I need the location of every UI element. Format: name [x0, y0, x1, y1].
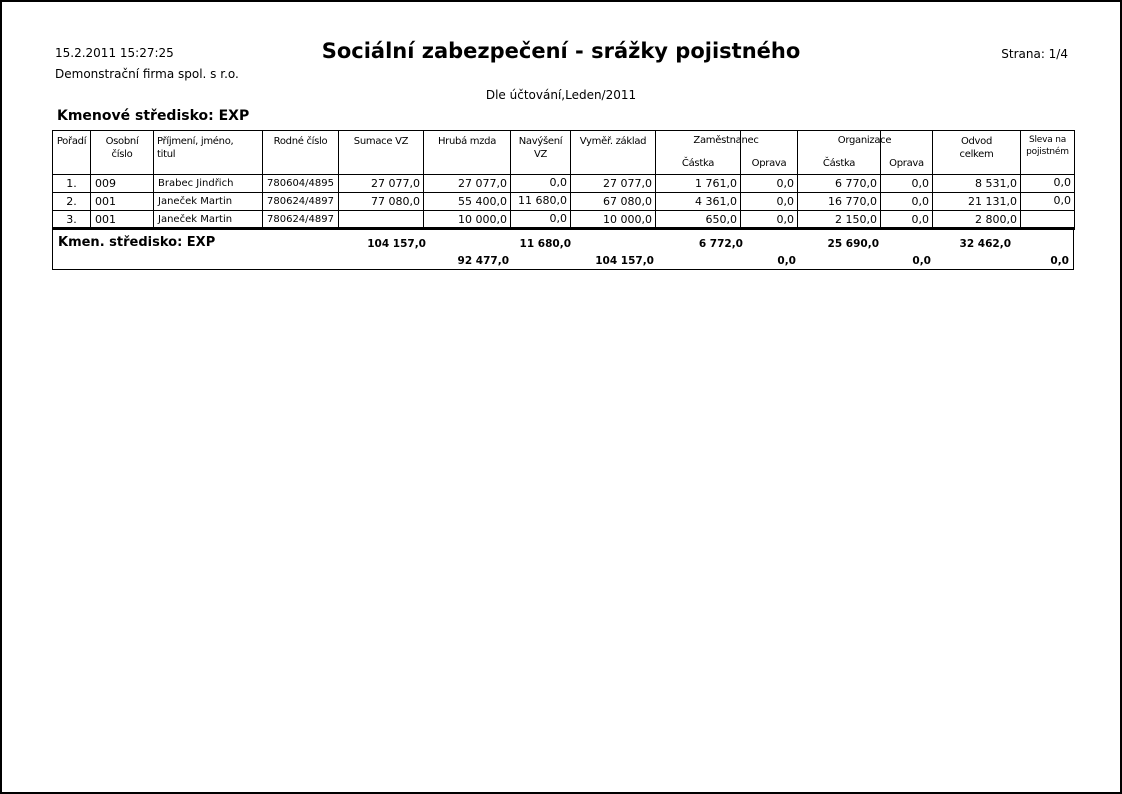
cell-org-oprava: 0,0 [880, 192, 933, 211]
section-heading: Kmenové středisko: EXP [57, 108, 250, 124]
cell-org-castka: 16 770,0 [797, 192, 881, 211]
summary-zam-oprava: 0,0 [777, 255, 796, 267]
cell-jmeno: Janeček Martin [153, 192, 263, 211]
report-table: Zaměstnanec Organizace Pořadí Osobní čís… [52, 130, 1075, 270]
header-row: Pořadí Osobní číslo Příjmení, jméno, tit… [52, 130, 1075, 175]
company-name: Demonstrační firma spol. s r.o. [55, 67, 239, 81]
col-header-sumace-vz: Sumace VZ [338, 130, 424, 175]
group-header-organizace: Organizace [837, 135, 892, 146]
summary-navyseni-vz: 11 680,0 [519, 238, 571, 250]
summary-sumace-vz: 104 157,0 [367, 238, 426, 250]
cell-hruba-mzda: 27 077,0 [423, 174, 511, 193]
cell-osobni-cislo: 001 [90, 210, 154, 230]
col-header-odvod-celkem: Odvod celkem [932, 130, 1021, 175]
cell-odvod-celkem: 21 131,0 [932, 192, 1021, 211]
cell-rodne-cislo: 780624/4897 [262, 192, 339, 211]
cell-zam-oprava: 0,0 [740, 210, 798, 230]
cell-sumace-vz [338, 210, 424, 230]
col-header-osobni-cislo: Osobní číslo [90, 130, 154, 175]
cell-zam-oprava: 0,0 [740, 192, 798, 211]
accounting-period: Dle účtování,Leden/2011 [485, 88, 637, 102]
cell-sumace-vz: 27 077,0 [338, 174, 424, 193]
summary-org-oprava: 0,0 [912, 255, 931, 267]
table-row: 3. 001 Janeček Martin 780624/4897 10 000… [52, 210, 1075, 230]
summary-org-castka: 25 690,0 [827, 238, 879, 250]
cell-vymer-zaklad: 27 077,0 [570, 174, 656, 193]
summary-label: Kmen. středisko: EXP [58, 235, 216, 250]
cell-navyseni-vz: 11 680,0 [510, 192, 571, 211]
summary-zam-castka: 6 772,0 [698, 238, 743, 250]
cell-vymer-zaklad: 10 000,0 [570, 210, 656, 230]
page-number: Strana: 1/4 [1001, 47, 1068, 61]
summary-hruba-mzda: 92 477,0 [457, 255, 509, 267]
cell-osobni-cislo: 001 [90, 192, 154, 211]
col-header-poradi: Pořadí [52, 130, 91, 175]
cell-sleva: 0,0 [1020, 174, 1075, 193]
col-header-vymer-zaklad: Vyměř. základ [570, 130, 656, 175]
cell-vymer-zaklad: 67 080,0 [570, 192, 656, 211]
cell-odvod-celkem: 8 531,0 [932, 174, 1021, 193]
cell-jmeno: Janeček Martin [153, 210, 263, 230]
col-header-org-castka: Částka [797, 130, 881, 175]
cell-rodne-cislo: 780624/4897 [262, 210, 339, 230]
cell-sleva [1020, 210, 1075, 230]
cell-jmeno: Brabec Jindřich [153, 174, 263, 193]
cell-org-castka: 6 770,0 [797, 174, 881, 193]
table-row: 1. 009 Brabec Jindřich 780604/4895 27 07… [52, 174, 1075, 193]
summary-vymer-zaklad: 104 157,0 [595, 255, 654, 267]
cell-odvod-celkem: 2 800,0 [932, 210, 1021, 230]
col-header-hruba-mzda: Hrubá mzda [423, 130, 511, 175]
summary-sleva: 0,0 [1050, 255, 1069, 267]
table-row: 2. 001 Janeček Martin 780624/4897 77 080… [52, 192, 1075, 211]
cell-poradi: 3. [52, 210, 91, 230]
cell-sleva: 0,0 [1020, 192, 1075, 211]
col-header-navyseni-vz: Navýšení VZ [510, 130, 571, 175]
cell-zam-castka: 1 761,0 [655, 174, 741, 193]
col-header-prijmeni: Příjmení, jméno, titul [153, 130, 263, 175]
printed-at-timestamp: 15.2.2011 15:27:25 [55, 46, 174, 60]
cell-poradi: 1. [52, 174, 91, 193]
cell-zam-castka: 650,0 [655, 210, 741, 230]
cell-rodne-cislo: 780604/4895 [262, 174, 339, 193]
summary-box: Kmen. středisko: EXP 104 157,0 11 680,0 … [52, 230, 1074, 270]
cell-zam-oprava: 0,0 [740, 174, 798, 193]
cell-hruba-mzda: 55 400,0 [423, 192, 511, 211]
cell-navyseni-vz: 0,0 [510, 174, 571, 193]
cell-navyseni-vz: 0,0 [510, 210, 571, 230]
group-header-zamestnanec: Zaměstnanec [693, 135, 759, 146]
cell-poradi: 2. [52, 192, 91, 211]
cell-sumace-vz: 77 080,0 [338, 192, 424, 211]
report-title: Sociální zabezpečení - srážky pojistného [321, 39, 801, 63]
cell-zam-castka: 4 361,0 [655, 192, 741, 211]
summary-odvod-celkem: 32 462,0 [959, 238, 1011, 250]
col-header-sleva: Sleva na pojistném [1020, 130, 1075, 175]
col-header-zam-castka: Částka [655, 130, 741, 175]
cell-org-oprava: 0,0 [880, 174, 933, 193]
col-header-rodne-cislo: Rodné číslo [262, 130, 339, 175]
cell-hruba-mzda: 10 000,0 [423, 210, 511, 230]
cell-osobni-cislo: 009 [90, 174, 154, 193]
cell-org-oprava: 0,0 [880, 210, 933, 230]
cell-org-castka: 2 150,0 [797, 210, 881, 230]
